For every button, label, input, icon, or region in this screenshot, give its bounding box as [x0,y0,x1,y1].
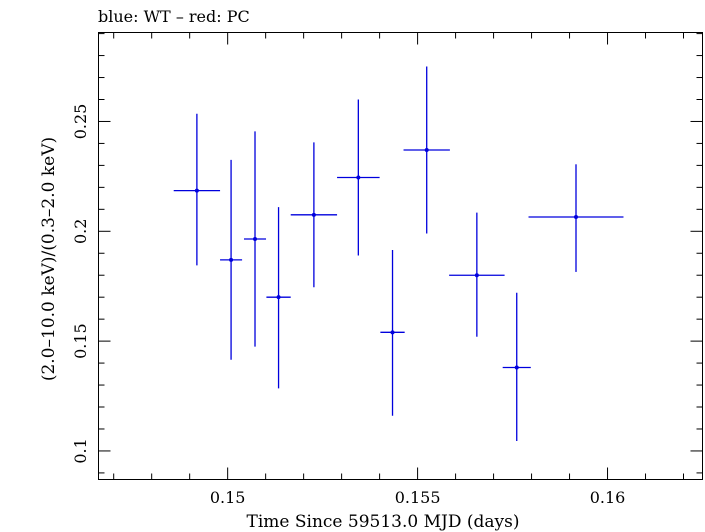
y-tick-label: 0.25 [71,104,90,140]
y-tick-labels: 0.1 0.15 0.2 0.25 [71,104,90,464]
data-point [449,212,505,337]
x-tick-labels: 0.15 0.155 0.16 [210,488,625,507]
point-marker [390,330,395,335]
data-point [290,142,338,288]
axis-ticks [98,32,703,480]
data-points [173,66,624,442]
y-tick-label: 0.15 [71,323,90,359]
x-axis-label: Time Since 59513.0 MJD (days) [247,512,520,532]
point-marker [276,295,281,300]
point-marker [356,175,361,180]
data-point [220,159,243,360]
x-tick-label: 0.16 [590,488,626,507]
point-marker [253,236,258,241]
point-marker [474,273,479,278]
plot-frame [98,32,703,480]
y-axis-label: (2.0–10.0 keV)/(0.3–2.0 keV) [39,137,59,381]
data-point [243,131,267,347]
chart-title: blue: WT – red: PC [98,7,250,26]
point-marker [194,188,199,193]
x-tick-label: 0.15 [210,488,246,507]
point-marker [574,215,579,220]
x-tick-label: 0.155 [395,488,441,507]
data-point [502,292,531,442]
point-marker [311,212,316,217]
data-point [266,207,291,389]
point-marker [424,148,429,153]
data-point [403,66,450,234]
data-point [337,99,380,256]
data-point [380,249,405,416]
y-tick-label: 0.1 [71,438,90,463]
point-marker [514,365,519,370]
y-tick-label: 0.2 [71,219,90,244]
data-point [173,113,221,266]
point-marker [229,257,234,262]
data-point [528,164,624,272]
